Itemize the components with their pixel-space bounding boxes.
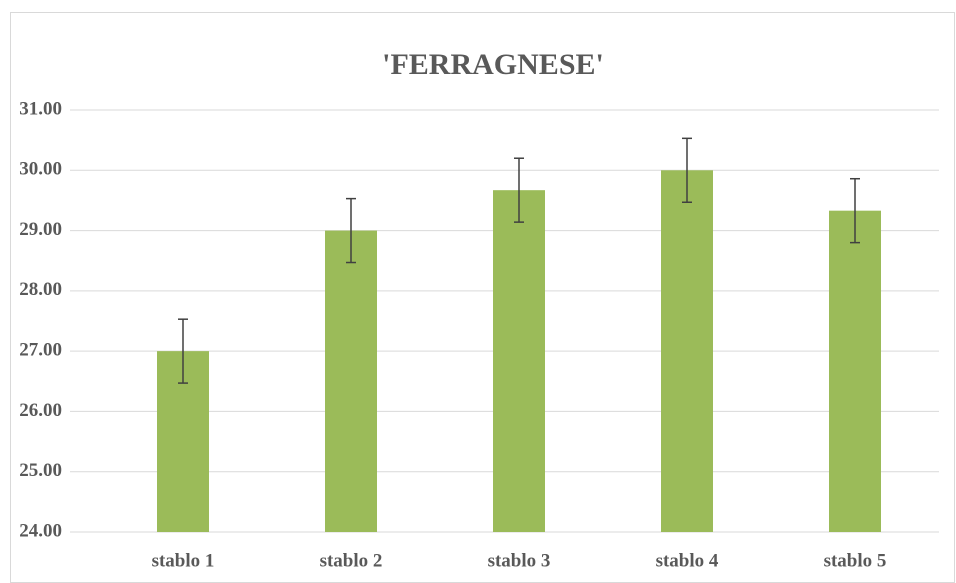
y-tick-label: 25.00 [19, 460, 62, 481]
chart-title: 'FERRAGNESE' [382, 48, 604, 81]
y-tick-label: 26.00 [19, 400, 62, 421]
x-tick-label: stablo 3 [488, 550, 551, 571]
y-tick-label: 30.00 [19, 159, 62, 180]
bar [829, 210, 881, 533]
bar [493, 190, 545, 532]
y-tick-label: 24.00 [19, 520, 62, 541]
y-tick-label: 29.00 [19, 219, 62, 240]
y-tick-label: 27.00 [19, 340, 62, 361]
x-tick-label: stablo 4 [656, 550, 719, 571]
chart-border [10, 12, 955, 583]
x-tick-label: stablo 1 [152, 550, 215, 571]
x-tick-label: stablo 5 [824, 550, 887, 571]
y-tick-label: 31.00 [19, 98, 62, 119]
bar [325, 230, 377, 533]
x-tick-label: stablo 2 [320, 550, 383, 571]
y-tick-label: 28.00 [19, 279, 62, 300]
bar [661, 170, 713, 533]
